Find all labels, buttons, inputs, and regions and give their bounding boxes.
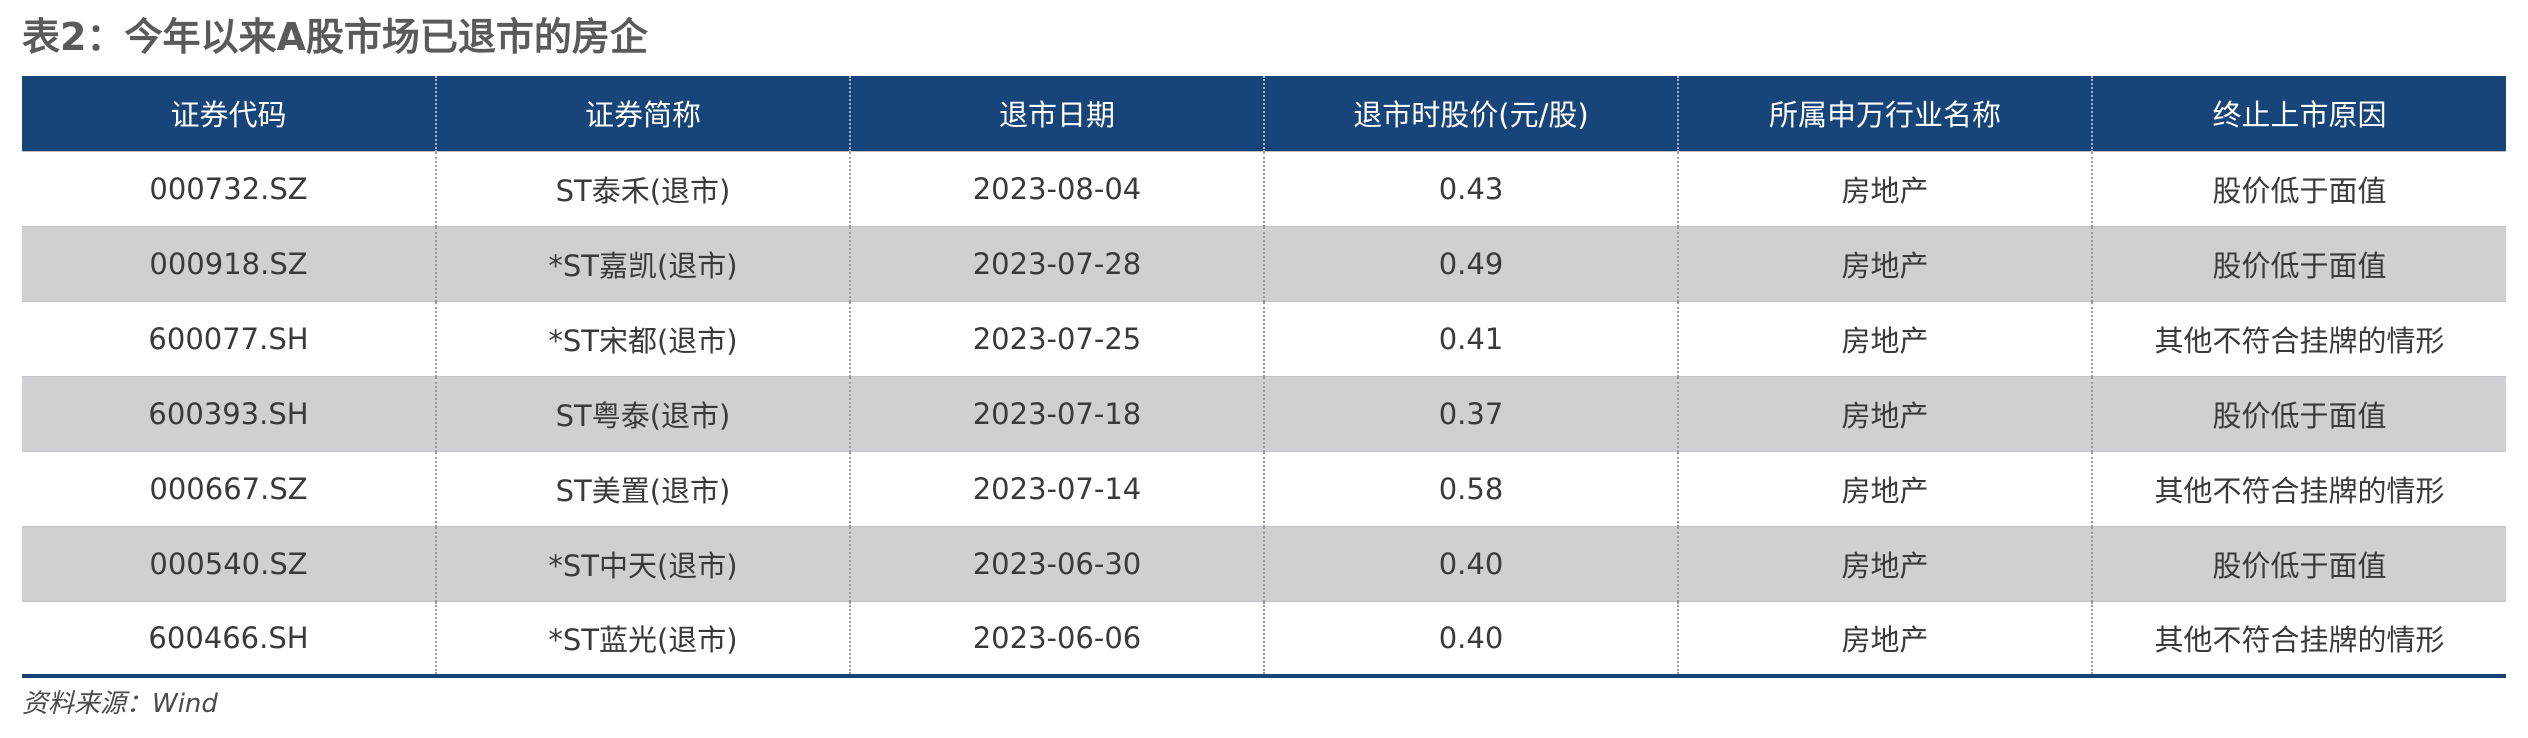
cell-security-name: *ST蓝光(退市)	[435, 600, 850, 678]
table-row: 600466.SH *ST蓝光(退市) 2023-06-06 0.40 房地产 …	[22, 600, 2506, 678]
cell-delisting-date: 2023-07-28	[849, 225, 1264, 301]
delisted-companies-table-container: 证券代码 证券简称 退市日期 退市时股价(元/股) 所属申万行业名称 终止上市原…	[22, 76, 2506, 678]
cell-security-name: *ST中天(退市)	[435, 525, 850, 601]
cell-security-code: 000540.SZ	[22, 525, 436, 601]
cell-delisting-price: 0.49	[1263, 225, 1678, 301]
cell-delisting-date: 2023-06-30	[849, 525, 1264, 601]
cell-delisting-date: 2023-08-04	[849, 150, 1264, 226]
cell-security-code: 000732.SZ	[22, 150, 436, 226]
cell-delisting-price: 0.37	[1263, 375, 1678, 451]
cell-security-name: ST美置(退市)	[435, 450, 850, 526]
cell-delisting-reason: 其他不符合挂牌的情形	[2091, 600, 2506, 678]
cell-security-name: ST泰禾(退市)	[435, 150, 850, 226]
source-note: 资料来源：Wind	[22, 689, 218, 719]
cell-delisting-reason: 其他不符合挂牌的情形	[2091, 300, 2506, 376]
cell-delisting-price: 0.40	[1263, 525, 1678, 601]
cell-delisting-price: 0.43	[1263, 150, 1678, 226]
cell-delisting-date: 2023-06-06	[849, 600, 1264, 678]
cell-security-name: *ST宋都(退市)	[435, 300, 850, 376]
header-security-code: 证券代码	[170, 98, 287, 133]
table-body: 000732.SZ ST泰禾(退市) 2023-08-04 0.43 房地产 股…	[22, 150, 2506, 678]
cell-delisting-reason: 股价低于面值	[2091, 525, 2506, 601]
cell-delisting-date: 2023-07-25	[849, 300, 1264, 376]
cell-delisting-reason: 股价低于面值	[2091, 225, 2506, 301]
cell-delisting-reason: 股价低于面值	[2091, 150, 2506, 226]
header-industry: 所属申万行业名称	[1677, 76, 2092, 151]
table-row: 600077.SH *ST宋都(退市) 2023-07-25 0.41 房地产 …	[22, 300, 2506, 376]
table-row: 600393.SH ST粤泰(退市) 2023-07-18 0.37 房地产 股…	[22, 375, 2506, 451]
cell-delisting-price: 0.41	[1263, 300, 1678, 376]
cell-security-code: 600077.SH	[22, 300, 436, 376]
table-row: 000918.SZ *ST嘉凯(退市) 2023-07-28 0.49 房地产 …	[22, 225, 2506, 301]
cell-delisting-date: 2023-07-18	[849, 375, 1264, 451]
cell-delisting-reason: 股价低于面值	[2091, 375, 2506, 451]
cell-industry: 房地产	[1677, 375, 2092, 451]
delisted-companies-table: 证券代码 证券简称 退市日期 退市时股价(元/股) 所属申万行业名称 终止上市原…	[22, 76, 2506, 678]
cell-security-code: 600393.SH	[22, 375, 436, 451]
cell-industry: 房地产	[1677, 150, 2092, 226]
cell-security-name: *ST嘉凯(退市)	[435, 225, 850, 301]
table-row: 000732.SZ ST泰禾(退市) 2023-08-04 0.43 房地产 股…	[22, 150, 2506, 226]
cell-delisting-price: 0.40	[1263, 600, 1678, 678]
cell-security-code: 000667.SZ	[22, 450, 436, 526]
cell-delisting-date: 2023-07-14	[849, 450, 1264, 526]
header-delisting-reason: 终止上市原因	[2091, 76, 2506, 151]
header-row: 证券代码 证券简称 退市日期 退市时股价(元/股) 所属申万行业名称 终止上市原…	[22, 76, 2506, 151]
cell-delisting-price: 0.58	[1263, 450, 1678, 526]
header-delisting-price: 退市时股价(元/股)	[1263, 76, 1678, 151]
cell-industry: 房地产	[1677, 600, 2092, 678]
cell-security-code: 000918.SZ	[22, 225, 436, 301]
cell-industry: 房地产	[1677, 225, 2092, 301]
cell-industry: 房地产	[1677, 300, 2092, 376]
table-header: 证券代码 证券简称 退市日期 退市时股价(元/股) 所属申万行业名称 终止上市原…	[22, 76, 2506, 151]
header-delisting-date: 退市日期	[849, 76, 1264, 151]
table-row: 000667.SZ ST美置(退市) 2023-07-14 0.58 房地产 其…	[22, 450, 2506, 526]
cell-security-code: 600466.SH	[22, 600, 436, 678]
cell-industry: 房地产	[1677, 450, 2092, 526]
cell-security-name: ST粤泰(退市)	[435, 375, 850, 451]
page-title: 表2：今年以来A股市场已退市的房企	[22, 15, 648, 59]
cell-delisting-reason: 其他不符合挂牌的情形	[2091, 450, 2506, 526]
header-security-name: 证券简称	[435, 76, 850, 151]
table-row: 000540.SZ *ST中天(退市) 2023-06-30 0.40 房地产 …	[22, 525, 2506, 601]
cell-industry: 房地产	[1677, 525, 2092, 601]
